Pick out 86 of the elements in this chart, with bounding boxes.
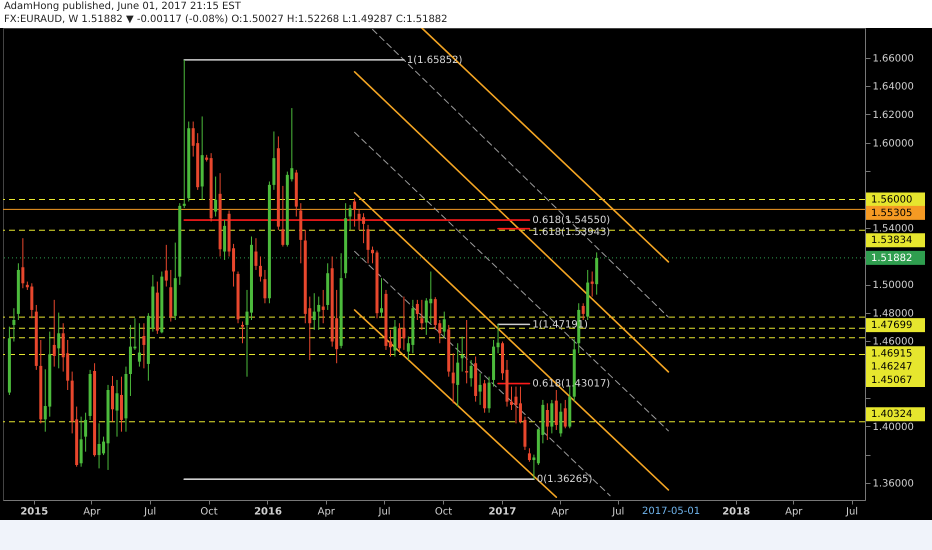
candlestick bbox=[164, 244, 168, 288]
candlestick bbox=[550, 399, 554, 434]
candlestick bbox=[460, 336, 464, 372]
x-tick-label: Oct bbox=[200, 506, 218, 518]
chart-subtitle: AdamHong published, June 01, 2017 21:15 EST bbox=[4, 0, 242, 13]
annotation: 1.618(1.53943) bbox=[532, 227, 610, 238]
text: 2017-05-01 bbox=[642, 506, 700, 517]
candlestick bbox=[98, 422, 101, 469]
candlestick bbox=[416, 299, 419, 320]
x-tick-label: Jul bbox=[143, 506, 156, 518]
candlestick bbox=[322, 289, 325, 324]
x-tick-label: Apr bbox=[318, 506, 336, 518]
candlestick bbox=[366, 224, 370, 264]
candlestick bbox=[258, 256, 262, 282]
candlestick bbox=[564, 399, 567, 429]
y-tick-label: 1.50000 bbox=[872, 280, 914, 292]
ref-line-label: 1.45067 bbox=[871, 374, 912, 386]
ref-line-label: 1.51882 bbox=[871, 252, 912, 264]
candlestick bbox=[317, 296, 320, 330]
candlestick bbox=[115, 379, 118, 438]
x-tick-label: Apr bbox=[551, 506, 570, 518]
candlestick bbox=[111, 375, 114, 422]
x-tick-label: Apr bbox=[785, 506, 804, 518]
candlestick bbox=[142, 322, 146, 369]
candlestick bbox=[353, 198, 356, 228]
candlestick bbox=[442, 311, 446, 338]
chart-title: FX:EURAUD, W 1.51882 ▼ -0.00117 (-0.08%) O:1.50027 H:1.52268 L:1.49287 C:1.51882 bbox=[4, 13, 449, 26]
candlestick bbox=[254, 238, 258, 270]
candlestick bbox=[590, 271, 594, 298]
x-tick-label: 2018 bbox=[722, 506, 750, 518]
candlestick bbox=[57, 312, 60, 369]
x-tick-label: 2016 bbox=[254, 506, 282, 518]
y-tick-label: 1.40000 bbox=[872, 422, 914, 433]
candlestick bbox=[528, 448, 531, 462]
y-tick-label: 1.64000 bbox=[872, 82, 914, 93]
x-tick-label: 2015 bbox=[20, 506, 48, 518]
candlestick bbox=[21, 238, 24, 289]
annotation: 0(1.36265) bbox=[536, 474, 593, 486]
candlestick bbox=[402, 296, 406, 350]
candlestick bbox=[478, 372, 482, 406]
ref-line-label: 1.56000 bbox=[871, 194, 912, 206]
candlestick bbox=[281, 185, 284, 248]
ref-line-label: 1.53834 bbox=[871, 235, 912, 246]
candlestick bbox=[12, 308, 16, 342]
candlestick bbox=[546, 402, 549, 441]
y-tick-label: 1.62000 bbox=[872, 110, 914, 121]
x-tick-label: Apr bbox=[83, 506, 102, 518]
y-tick-label: 1.46000 bbox=[872, 336, 914, 348]
candlestick bbox=[348, 204, 352, 230]
candlestick bbox=[582, 302, 585, 320]
candlestick bbox=[312, 292, 316, 330]
candlestick bbox=[420, 299, 424, 330]
ref-line-label: 1.40324 bbox=[871, 409, 912, 420]
candlestick bbox=[429, 271, 432, 324]
candlestick bbox=[559, 402, 562, 438]
x-tick-label: Jul bbox=[378, 506, 391, 518]
candlestick bbox=[393, 319, 396, 358]
y-tick-label: 1.66000 bbox=[872, 53, 914, 64]
y-tick-label: 1.54000 bbox=[872, 223, 914, 234]
x-tick-label: Oct bbox=[434, 506, 452, 518]
candlestick bbox=[182, 59, 186, 209]
y-tick-label: 1.36000 bbox=[872, 478, 914, 490]
candlestick bbox=[456, 342, 460, 408]
candlestick bbox=[241, 321, 244, 344]
ref-line-label: 1.46915 bbox=[871, 348, 912, 360]
candlestick bbox=[30, 282, 34, 319]
ref-line-label: 1.46247 bbox=[871, 362, 912, 373]
candlestick bbox=[214, 176, 218, 218]
x-tick-label: 2017 bbox=[488, 506, 516, 518]
candlestick bbox=[263, 269, 266, 304]
candlestick bbox=[84, 412, 88, 452]
x-tick-label: Jul bbox=[611, 506, 624, 518]
candlestick bbox=[470, 359, 473, 388]
ref-line-label: 1.47699 bbox=[871, 320, 912, 332]
y-tick-label: 1.48000 bbox=[872, 308, 914, 320]
candlestick bbox=[80, 416, 83, 468]
y-tick-label: 1.60000 bbox=[872, 138, 914, 150]
candlestick bbox=[138, 322, 141, 368]
candlestick bbox=[452, 352, 455, 404]
candlestick bbox=[380, 278, 383, 318]
candlestick bbox=[358, 209, 361, 230]
x-tick-label: Jul bbox=[845, 506, 858, 518]
candlestick bbox=[52, 299, 56, 368]
annotation: 0.618(1.54550) bbox=[532, 215, 610, 226]
candlestick bbox=[465, 319, 468, 384]
ref-line-label: 1.55305 bbox=[871, 208, 912, 219]
